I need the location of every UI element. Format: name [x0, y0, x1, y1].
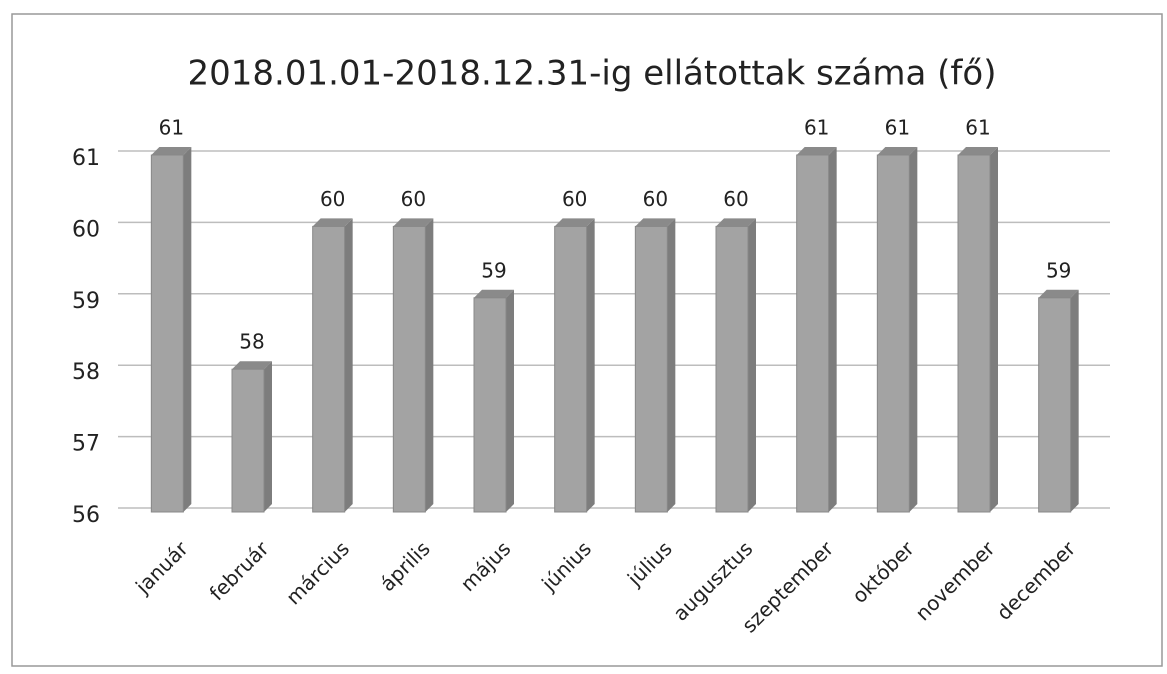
bar-top: [796, 147, 837, 155]
y-tick-label: 60: [72, 217, 100, 242]
data-label: 60: [643, 187, 668, 211]
data-label: 61: [885, 116, 910, 140]
y-tick-label: 57: [72, 432, 100, 457]
data-label: 60: [401, 187, 426, 211]
data-label: 59: [1046, 258, 1071, 282]
bar-side: [586, 218, 595, 512]
bar-top: [474, 289, 514, 298]
data-label: 58: [239, 330, 264, 354]
bar-side: [828, 147, 837, 512]
bar-side: [1070, 289, 1079, 512]
data-label: 61: [159, 116, 184, 140]
bar: [1038, 297, 1072, 513]
bar: [876, 154, 910, 513]
bar: [554, 225, 588, 513]
data-label: 60: [562, 187, 587, 211]
y-tick-label: 56: [72, 503, 100, 528]
data-label: 60: [320, 187, 345, 211]
bar-side: [909, 147, 918, 512]
bar: [231, 368, 265, 513]
data-label: 61: [965, 116, 990, 140]
bar: [796, 154, 830, 513]
bar-side: [344, 218, 353, 512]
bar-top: [312, 218, 353, 227]
data-label: 59: [481, 258, 506, 282]
y-tick-label: 61: [72, 146, 100, 171]
bar-top: [716, 218, 756, 227]
bar-top: [554, 218, 595, 227]
bar-top: [877, 147, 918, 155]
bar-side: [748, 218, 756, 512]
bar-side: [425, 218, 434, 512]
data-label: 60: [723, 187, 748, 211]
bar: [392, 225, 426, 513]
y-tick-label: 58: [72, 360, 100, 385]
bar-top: [232, 361, 272, 370]
chart-title: 2018.01.01-2018.12.31-ig ellátottak szám…: [188, 54, 997, 94]
bar-side: [183, 147, 192, 512]
bar: [957, 154, 991, 513]
bar: [150, 154, 184, 513]
bar-side: [264, 361, 272, 512]
bar-side: [990, 147, 998, 512]
bar: [473, 297, 507, 513]
data-label: 61: [804, 116, 829, 140]
bar-top: [151, 147, 192, 155]
bar: [312, 225, 346, 513]
bar: [715, 225, 749, 513]
bar: [634, 225, 668, 513]
bar-side: [506, 289, 514, 512]
y-tick-label: 59: [72, 289, 100, 314]
bar-top: [393, 218, 434, 227]
bar-side: [667, 218, 676, 512]
bar-top: [958, 147, 998, 155]
bar-top: [635, 218, 676, 227]
bar-top: [1038, 289, 1079, 298]
